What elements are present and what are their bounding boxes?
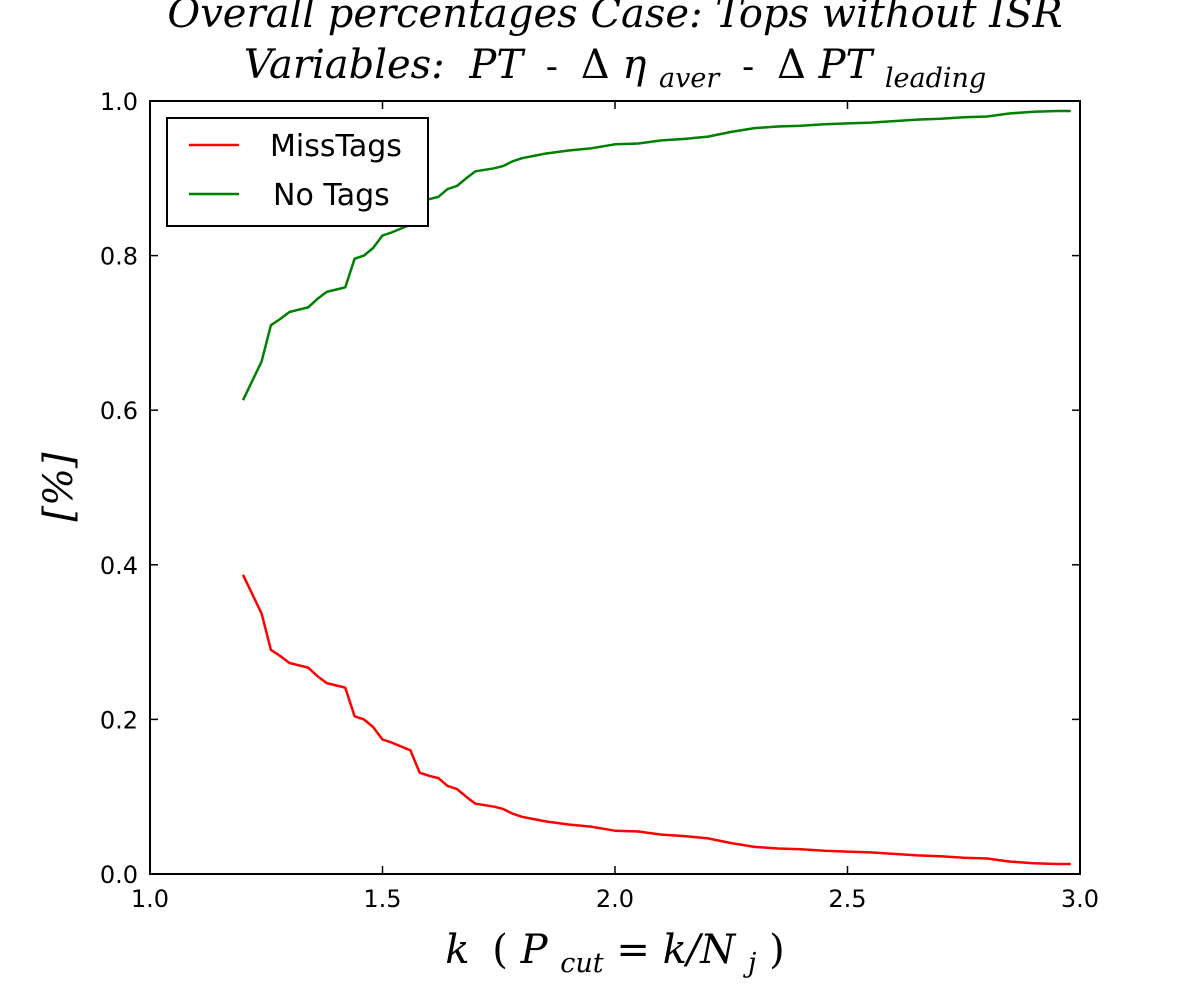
y-tick-label: 0.2 — [100, 706, 138, 734]
title-leading-subscript: leading — [885, 63, 986, 94]
axis-ticks: 1.0 1.5 2.0 2.5 3.0 0.0 0.2 0.4 0.6 0.8 1.0 — [100, 88, 1099, 913]
xlabel-close-paren: ) — [769, 927, 785, 973]
series-line-no-tags — [241, 109, 1071, 401]
legend-box — [166, 117, 429, 227]
xlabel-equals: = — [616, 927, 650, 973]
x-tick-label: 2.5 — [828, 885, 866, 913]
y-tick-label: 0.8 — [100, 243, 138, 271]
xlabel-j-subscript: j — [743, 948, 756, 979]
y-axis-label: [%] — [36, 452, 82, 522]
title-aver-subscript: aver — [659, 63, 721, 94]
legend-label-misstags: MissTags — [270, 129, 402, 164]
series-line-misstags — [241, 574, 1071, 866]
title-variables: Variables: — [244, 42, 445, 88]
x-tick-label: 1.0 — [131, 885, 169, 913]
title-pt: PT — [468, 42, 526, 88]
xlabel-k-over-n: k/N — [663, 927, 738, 973]
xlabel-p: P — [520, 927, 549, 973]
y-tick-label: 1.0 — [100, 88, 138, 116]
x-tick-label: 2.0 — [596, 885, 634, 913]
y-tick-label: 0.4 — [100, 552, 138, 580]
xlabel-k: k — [445, 927, 469, 973]
title-dash-2: - — [742, 47, 754, 87]
title-dash-1: - — [546, 47, 558, 87]
xlabel-cut-subscript: cut — [560, 948, 604, 979]
title-delta-2: Δ — [777, 42, 806, 88]
chart-title-line1: Overall percentages Case: Tops without I… — [167, 0, 1062, 37]
legend: MissTags No Tags — [166, 117, 429, 227]
x-tick-label: 1.5 — [363, 885, 401, 913]
x-tick-label: 3.0 — [1061, 885, 1099, 913]
title-eta: η — [622, 42, 646, 88]
y-tick-label: 0.6 — [100, 397, 138, 425]
legend-label-notags: No Tags — [273, 178, 390, 213]
x-axis-label: k ( P cut = k/N j ) — [445, 927, 784, 982]
title-delta-1: Δ — [581, 42, 610, 88]
series-group — [241, 109, 1071, 866]
chart-title-line2: Variables: PT - Δ η aver - Δ PT leading — [244, 42, 986, 97]
y-tick-label: 0.0 — [100, 861, 138, 889]
title-pt-2: PT — [818, 42, 876, 88]
xlabel-open-paren: ( — [492, 927, 508, 973]
